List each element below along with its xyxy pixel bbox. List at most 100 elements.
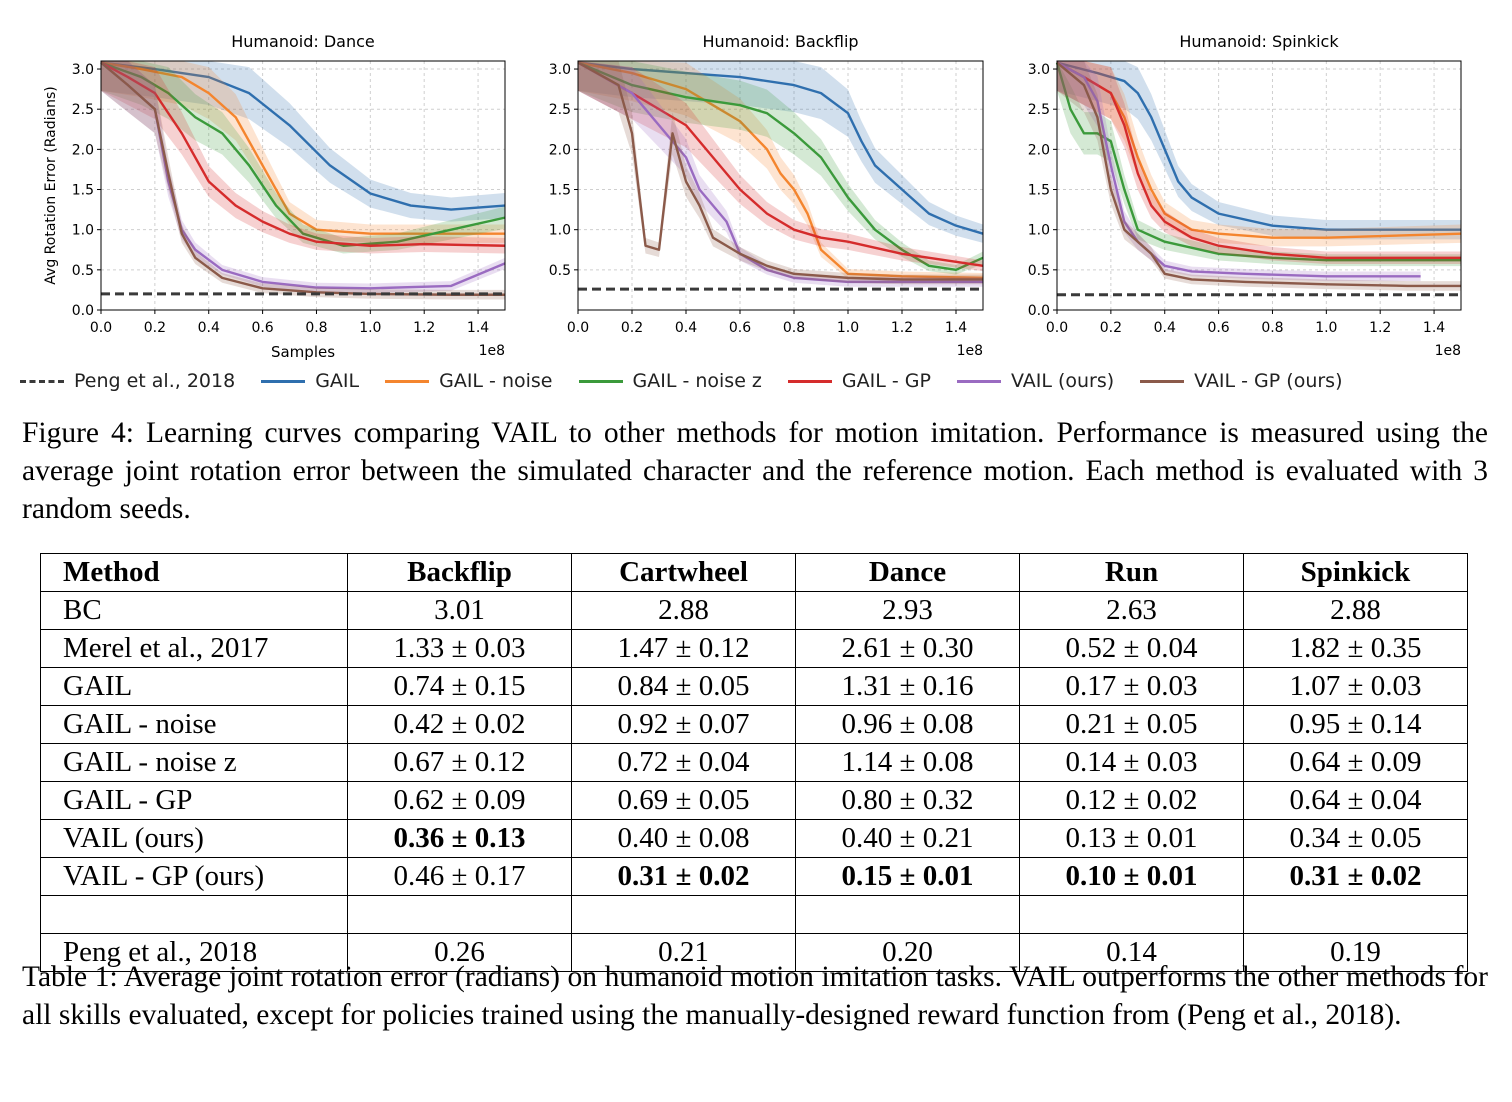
- confidence-band: [101, 61, 505, 222]
- x-multiplier: 1e8: [479, 343, 505, 359]
- value-cell: 0.31 ± 0.02: [1243, 857, 1468, 896]
- series-line: [577, 61, 984, 268]
- table-row: Merel et al., 2017 1.33 ± 0.03 1.47 ± 0.12…: [40, 629, 1468, 668]
- series-line: [100, 61, 506, 247]
- table-caption: Table 1: Average joint rotation error (r…: [22, 961, 1488, 1031]
- y-tick-label: 0.5: [72, 263, 94, 279]
- value-cell: 0.62 ± 0.09: [347, 781, 572, 820]
- y-tick-label: 0.5: [549, 263, 571, 279]
- y-tick-label: 0.0: [1028, 303, 1050, 319]
- figure-4: 0.0 0.2 0.4 0.6 0.8 1.0 1.2 1.4 0.0 0.5 1.0 1.5 2.0 2…: [0, 0, 1512, 400]
- x-tick-label: 0.8: [1261, 320, 1283, 336]
- series-line: [1056, 61, 1461, 288]
- table-row-reference: Peng et al., 2018 0.26 0.21 0.20 0.14 0.19: [40, 933, 1468, 972]
- y-tick-label: 2.5: [1028, 102, 1050, 118]
- legend-item: GAIL - noise z: [578, 370, 762, 392]
- value-cell: 1.31 ± 0.16: [795, 667, 1020, 706]
- legend-label: VAIL (ours): [1010, 370, 1115, 392]
- spacer-cell: [1243, 895, 1468, 934]
- x-tick-label: 0.4: [1154, 320, 1176, 336]
- legend-swatch: [956, 379, 1001, 383]
- column-header: Spinkick: [1243, 553, 1468, 592]
- y-tick-label: 2.0: [1028, 142, 1050, 158]
- y-tick-label: 2.0: [549, 142, 571, 158]
- legend-label: VAIL - GP (ours): [1194, 370, 1343, 392]
- value-cell: 1.47 ± 0.12: [571, 629, 796, 668]
- y-tick-label: 3.0: [549, 62, 571, 78]
- table-row: GAIL - noise z 0.67 ± 0.12 0.72 ± 0.04 1.14…: [40, 743, 1468, 782]
- legend-item: Peng et al., 2018: [20, 370, 235, 392]
- value-cell: 0.14 ± 0.03: [1019, 743, 1244, 782]
- value-cell: 0.80 ± 0.32: [795, 781, 1020, 820]
- legend-label: Peng et al., 2018: [74, 370, 236, 392]
- chart-title: Humanoid: Spinkick: [1179, 32, 1339, 51]
- value-cell: 0.20: [795, 933, 1020, 972]
- x-tick-label: 0.2: [1100, 320, 1122, 336]
- value-cell: 2.88: [1243, 591, 1468, 630]
- value-cell: 0.92 ± 0.07: [571, 705, 796, 744]
- legend-swatch: [261, 379, 306, 383]
- confidence-band: [101, 61, 505, 254]
- y-tick-label: 1.5: [549, 183, 571, 199]
- y-tick-label: 1.0: [549, 223, 571, 239]
- x-tick-label: 0.4: [198, 320, 220, 336]
- series-line: [100, 61, 506, 247]
- series-line: [577, 61, 984, 272]
- legend-item: VAIL (ours): [956, 370, 1115, 392]
- series-line: [577, 61, 984, 280]
- x-tick-label: 1.0: [837, 320, 859, 336]
- y-tick-label: 0.5: [1028, 263, 1050, 279]
- legend-swatch: [787, 379, 832, 383]
- value-cell: 0.15 ± 0.01: [795, 857, 1020, 896]
- value-cell: 0.19: [1243, 933, 1468, 972]
- x-tick-label: 1.4: [945, 320, 967, 336]
- value-cell: 0.17 ± 0.03: [1019, 667, 1244, 706]
- value-cell: 0.42 ± 0.02: [347, 705, 572, 744]
- value-cell: 0.10 ± 0.01: [1019, 857, 1244, 896]
- x-axis-label: Samples: [271, 343, 335, 361]
- x-multiplier: 1e8: [957, 343, 983, 359]
- method-cell: VAIL - GP (ours): [40, 857, 348, 896]
- plot-frame: [1056, 60, 1462, 311]
- value-cell: 0.40 ± 0.08: [571, 819, 796, 858]
- value-cell: 0.12 ± 0.02: [1019, 781, 1244, 820]
- confidence-band: [101, 61, 505, 300]
- confidence-band: [1057, 61, 1421, 282]
- method-cell: VAIL (ours): [40, 819, 348, 858]
- value-cell: 0.64 ± 0.09: [1243, 743, 1468, 782]
- value-cell: 0.40 ± 0.21: [795, 819, 1020, 858]
- method-cell: BC: [40, 591, 348, 630]
- value-cell: 0.21 ± 0.05: [1019, 705, 1244, 744]
- confidence-band: [578, 61, 983, 285]
- legend-swatch: [1140, 379, 1185, 383]
- spacer-cell: [795, 895, 1020, 934]
- legend-item: VAIL - GP (ours): [1140, 370, 1342, 392]
- table-row: BC 3.01 2.88 2.93 2.63 2.88: [40, 591, 1468, 630]
- x-tick-label: 0.6: [1207, 320, 1229, 336]
- value-cell: 2.61 ± 0.30: [795, 629, 1020, 668]
- value-cell: 0.13 ± 0.01: [1019, 819, 1244, 858]
- series-line: [100, 61, 505, 235]
- table-spacer: [40, 895, 1468, 934]
- value-cell: 1.07 ± 0.03: [1243, 667, 1468, 706]
- value-cell: 0.95 ± 0.14: [1243, 705, 1468, 744]
- y-tick-label: 2.0: [72, 142, 94, 158]
- confidence-band: [101, 61, 505, 294]
- table-header-row: Method Backflip Cartwheel Dance Run Spinkick: [40, 553, 1468, 592]
- x-tick-label: 0.0: [567, 320, 589, 336]
- confidence-band: [578, 61, 983, 272]
- x-tick-label: 0.8: [305, 320, 327, 336]
- method-cell: Merel et al., 2017: [40, 629, 348, 668]
- legend-swatch: [20, 379, 64, 383]
- column-header: Backflip: [347, 553, 572, 592]
- results-table: Method Backflip Cartwheel Dance Run Spinkick …: [40, 553, 1468, 972]
- value-cell: 1.14 ± 0.08: [795, 743, 1020, 782]
- value-cell: 0.26: [347, 933, 572, 972]
- confidence-band: [101, 61, 505, 243]
- confidence-band: [578, 61, 983, 275]
- confidence-band: [1057, 61, 1461, 240]
- x-tick-label: 1.2: [413, 320, 435, 336]
- value-cell: 0.96 ± 0.08: [795, 705, 1020, 744]
- method-cell: GAIL - noise: [40, 705, 348, 744]
- confidence-band: [578, 61, 983, 287]
